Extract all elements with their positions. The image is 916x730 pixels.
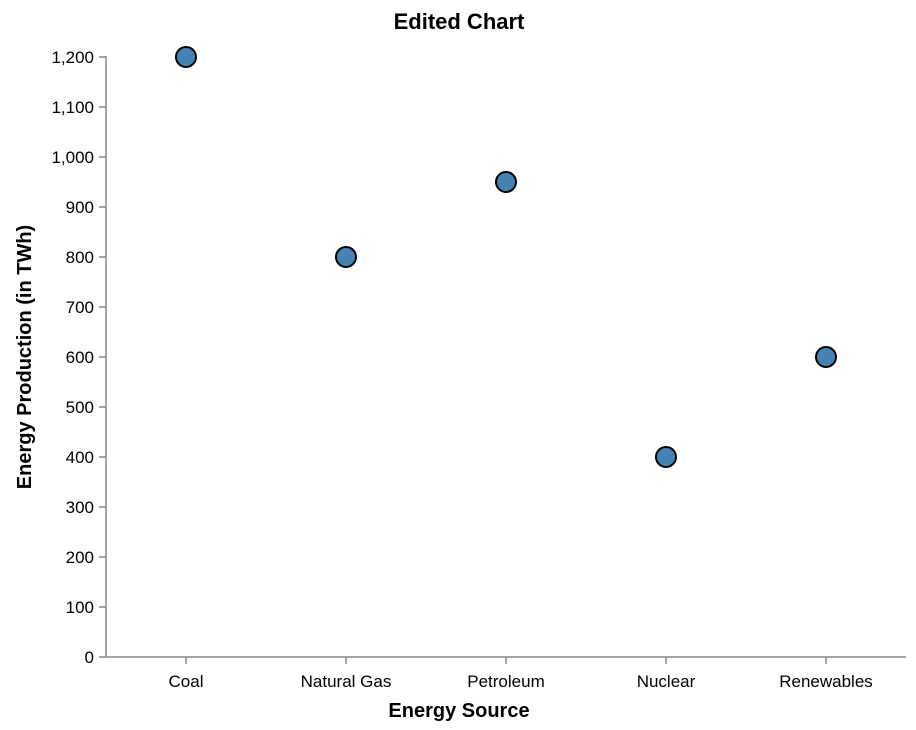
x-tick-label: Natural Gas — [301, 672, 392, 691]
y-tick-label: 400 — [66, 448, 94, 467]
y-tick-label: 1,200 — [51, 48, 94, 67]
y-tick-label: 500 — [66, 398, 94, 417]
y-tick-label: 100 — [66, 598, 94, 617]
chart-title: Edited Chart — [394, 9, 525, 34]
y-tick-label: 200 — [66, 548, 94, 567]
y-tick-label: 0 — [85, 648, 94, 667]
data-points — [175, 46, 837, 468]
data-point-coal[interactable] — [175, 46, 197, 68]
data-point-petroleum[interactable] — [495, 171, 517, 193]
y-axis-title: Energy Production (in TWh) — [14, 225, 36, 489]
data-point-natural-gas[interactable] — [335, 246, 357, 268]
y-tick-label: 900 — [66, 198, 94, 217]
x-tick-label: Nuclear — [637, 672, 696, 691]
x-tick-label: Coal — [169, 672, 204, 691]
data-point-nuclear[interactable] — [655, 446, 677, 468]
x-axis: Coal Natural Gas Petroleum Nuclear Renewable… — [106, 656, 906, 691]
x-axis-title: Energy Source — [388, 700, 529, 722]
x-tick-label: Renewables — [779, 672, 873, 691]
x-tick-label: Petroleum — [467, 672, 544, 691]
y-tick-label: 1,100 — [51, 98, 94, 117]
y-tick-label: 600 — [66, 348, 94, 367]
data-point-renewables[interactable] — [815, 346, 837, 368]
y-tick-label: 300 — [66, 498, 94, 517]
y-axis: 0 100 200 300 400 500 600 700 800 900 1,000 1,100 1,… — [51, 48, 107, 667]
y-tick-label: 1,000 — [51, 148, 94, 167]
y-tick-label: 700 — [66, 298, 94, 317]
y-tick-label: 800 — [66, 248, 94, 267]
